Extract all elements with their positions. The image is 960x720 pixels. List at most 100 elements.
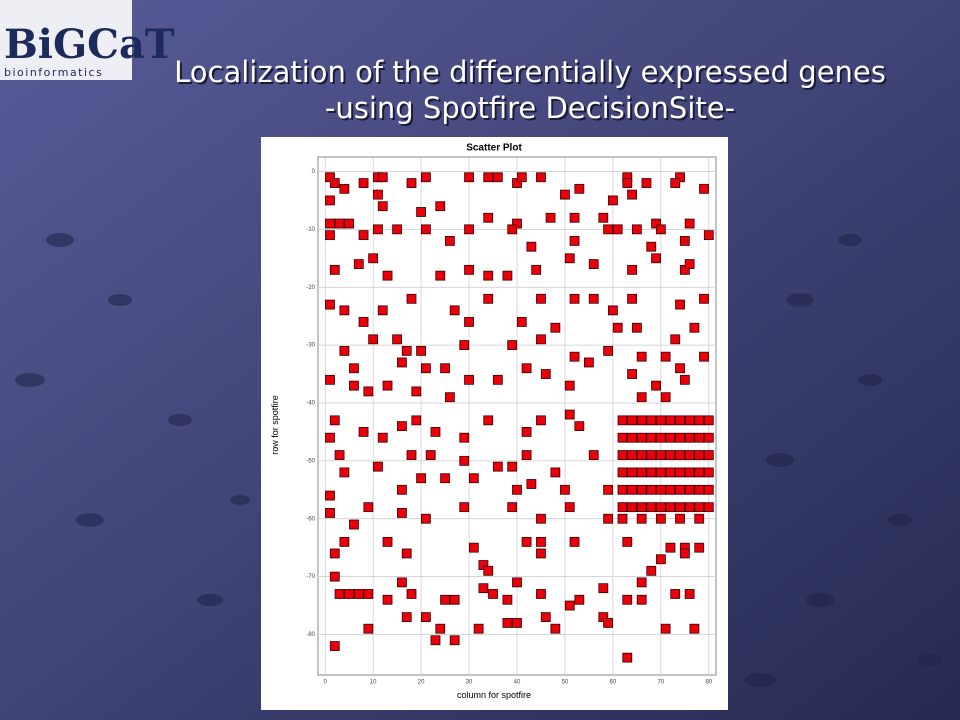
point <box>420 363 431 374</box>
point <box>636 415 647 426</box>
point <box>584 357 594 368</box>
point <box>655 502 666 513</box>
point <box>703 415 714 426</box>
point <box>564 600 575 611</box>
point <box>646 415 657 426</box>
point <box>468 473 479 484</box>
point <box>612 322 623 333</box>
point <box>526 479 537 489</box>
point <box>694 513 705 524</box>
point <box>646 450 657 460</box>
point <box>406 293 417 304</box>
point <box>694 432 705 443</box>
point <box>598 583 609 594</box>
point <box>373 461 383 472</box>
point <box>531 264 542 275</box>
point <box>373 189 383 200</box>
point <box>665 484 676 495</box>
title-shadow: Localization of the differentially expre… <box>176 57 888 91</box>
point <box>665 415 676 426</box>
point <box>363 623 374 634</box>
x-tick-label: 50 <box>562 680 569 686</box>
point <box>483 415 494 426</box>
point <box>406 450 417 460</box>
point <box>617 432 628 443</box>
point <box>464 224 474 235</box>
point <box>325 508 335 518</box>
point <box>377 201 388 212</box>
point <box>339 467 350 478</box>
point <box>550 623 561 634</box>
y-tick-label: -80 <box>306 632 315 638</box>
point <box>329 571 340 582</box>
point <box>473 623 484 634</box>
point <box>459 340 470 351</box>
point <box>416 473 426 484</box>
point <box>521 363 532 374</box>
point <box>675 363 685 374</box>
point <box>612 224 623 235</box>
point <box>358 178 369 188</box>
point <box>536 334 546 345</box>
point <box>569 212 580 223</box>
point <box>540 369 551 379</box>
point <box>622 652 633 663</box>
x-tick-label: 80 <box>705 680 712 686</box>
point <box>679 374 690 385</box>
point <box>349 363 359 374</box>
point <box>636 467 647 478</box>
point <box>617 502 628 513</box>
point <box>655 513 666 524</box>
point <box>334 218 345 229</box>
point <box>684 589 695 599</box>
x-tick-label: 30 <box>466 680 473 686</box>
point <box>363 502 374 513</box>
point <box>617 513 628 524</box>
point <box>536 548 546 559</box>
y-tick-label: -20 <box>306 285 315 291</box>
point <box>464 172 474 183</box>
point <box>627 189 637 200</box>
point <box>397 357 407 368</box>
point <box>660 623 671 634</box>
point <box>483 172 494 183</box>
point <box>622 536 633 547</box>
point <box>478 583 489 594</box>
point <box>564 380 575 391</box>
point <box>627 484 637 495</box>
x-tick-label: 20 <box>418 680 425 686</box>
title-shadow: -using Spotfire DecisionSite- <box>327 93 737 127</box>
point <box>363 589 374 599</box>
point <box>344 589 355 599</box>
point <box>603 224 614 235</box>
point <box>574 421 585 432</box>
point <box>588 293 599 304</box>
point <box>339 183 350 194</box>
point <box>377 305 388 316</box>
point <box>684 415 695 426</box>
point <box>377 432 388 443</box>
point <box>564 502 575 513</box>
point <box>550 467 561 478</box>
point <box>608 305 618 316</box>
point <box>569 293 580 304</box>
point <box>397 577 407 588</box>
point <box>675 513 685 524</box>
point <box>382 270 393 281</box>
point <box>703 467 714 478</box>
point <box>675 432 685 443</box>
point <box>636 513 647 524</box>
point <box>603 345 614 356</box>
point <box>358 427 369 437</box>
point <box>368 334 379 345</box>
point <box>689 322 700 333</box>
point <box>401 612 412 623</box>
point <box>483 565 494 576</box>
point <box>483 270 494 281</box>
point <box>536 293 546 304</box>
x-tick-label: 0 <box>324 680 328 686</box>
point <box>339 345 350 356</box>
point <box>627 293 637 304</box>
point <box>679 236 690 246</box>
